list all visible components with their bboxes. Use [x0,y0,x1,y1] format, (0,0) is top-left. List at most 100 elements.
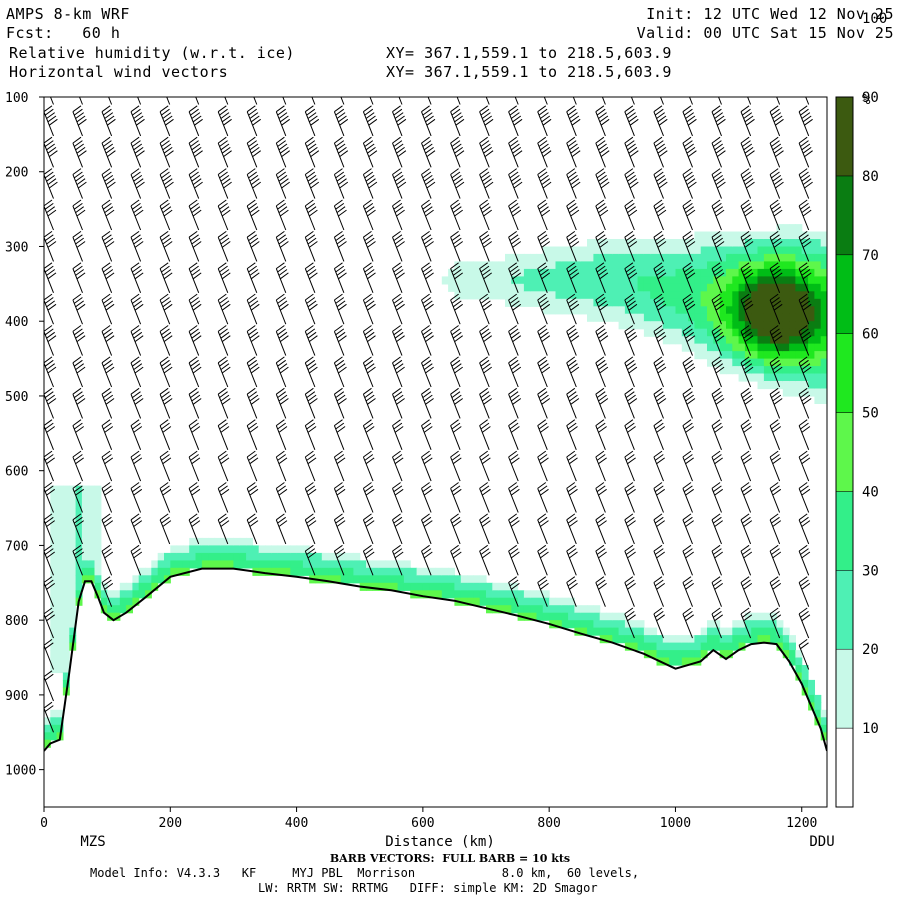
rh-cell [606,291,613,300]
wind-barb [682,136,697,168]
rh-cell [738,351,746,360]
wind-barb [450,136,465,168]
wind-barb [108,97,113,105]
rh-cell [694,231,702,240]
rh-cell [88,545,96,554]
rh-cell [505,298,512,307]
rh-cell [302,560,310,569]
rh-cell [789,351,796,360]
rh-cell [94,515,102,524]
rh-cell [662,268,670,277]
rh-cell [561,612,569,621]
wind-barb [130,482,143,513]
rh-cell [650,291,658,300]
rh-cell [290,567,298,576]
wind-barb [653,168,668,199]
rh-cell [814,395,822,404]
rh-cell [252,560,260,569]
wind-barb [44,701,54,733]
rh-cell [631,313,639,322]
rh-cell [81,552,89,561]
rh-cell [467,283,474,292]
rh-cell [707,298,714,307]
rh-cell [719,358,727,367]
wind-barb [421,230,434,262]
wind-barb [217,513,230,545]
wind-barb [711,419,723,450]
rh-cell [62,627,70,636]
rh-cell [435,575,443,584]
wind-barb [624,230,638,262]
rh-cell [738,313,746,322]
rh-cell [808,298,815,307]
rh-cell [536,291,544,300]
rh-cell [62,545,70,554]
rh-cell [94,537,102,546]
rh-cell [770,373,778,382]
rh-cell [669,246,676,255]
rh-cell [707,306,714,315]
wind-barb [769,356,783,388]
rh-cell [656,276,664,285]
wind-barb [537,230,551,262]
wind-barb [362,419,375,450]
rh-cell [789,373,796,382]
rh-cell [732,321,740,330]
rh-cell [50,732,58,741]
rh-cell [62,605,70,614]
rh-cell [763,343,771,352]
rh-cell [770,231,778,240]
x-tick-label: 1200 [786,816,817,831]
colorbar-tick-label: 90 [862,90,879,106]
wind-barb [304,482,317,513]
wind-barb [653,544,665,576]
rh-cell [770,366,778,375]
rh-cell [656,313,664,322]
rh-cell [88,537,96,546]
rh-cell [542,246,550,255]
rh-cell [454,582,462,591]
rh-cell [757,261,765,270]
rh-cell [170,567,178,576]
x-tick-label: 200 [159,816,182,831]
rh-cell [62,508,70,517]
wind-barb [217,168,232,199]
wind-barb [798,544,811,576]
rh-cell [612,635,620,644]
rh-cell [631,627,639,636]
rh-cell [631,635,639,644]
wind-barb [624,544,636,576]
rh-cell [700,328,708,337]
rh-cell [808,328,815,337]
rh-cell [593,253,601,262]
rh-cell [145,582,152,591]
rh-cell [631,253,639,262]
rh-cell [126,590,133,599]
rh-cell [713,620,721,629]
wind-barb [450,230,463,262]
rh-cell [56,627,64,636]
rh-cell [808,336,815,345]
rh-cell [208,552,216,561]
rh-cell [195,537,203,546]
rh-cell [555,605,563,614]
rh-cell [555,276,563,285]
wind-barb [479,450,491,482]
rh-cell [309,567,317,576]
wind-barb [769,230,783,262]
wind-barb [159,482,172,513]
rh-cell [612,261,620,270]
wind-barb [450,419,462,450]
wind-barb [711,576,723,607]
wind-barb [566,356,580,388]
wind-barb [44,607,55,639]
rh-cell [782,642,790,651]
rh-cell [201,545,209,554]
rh-cell [795,665,803,674]
rh-cell [378,582,386,591]
rh-cell [669,635,676,644]
rh-cell [587,298,594,307]
rh-cell [75,552,83,561]
rh-cell [612,620,620,629]
rh-cell [732,231,740,240]
